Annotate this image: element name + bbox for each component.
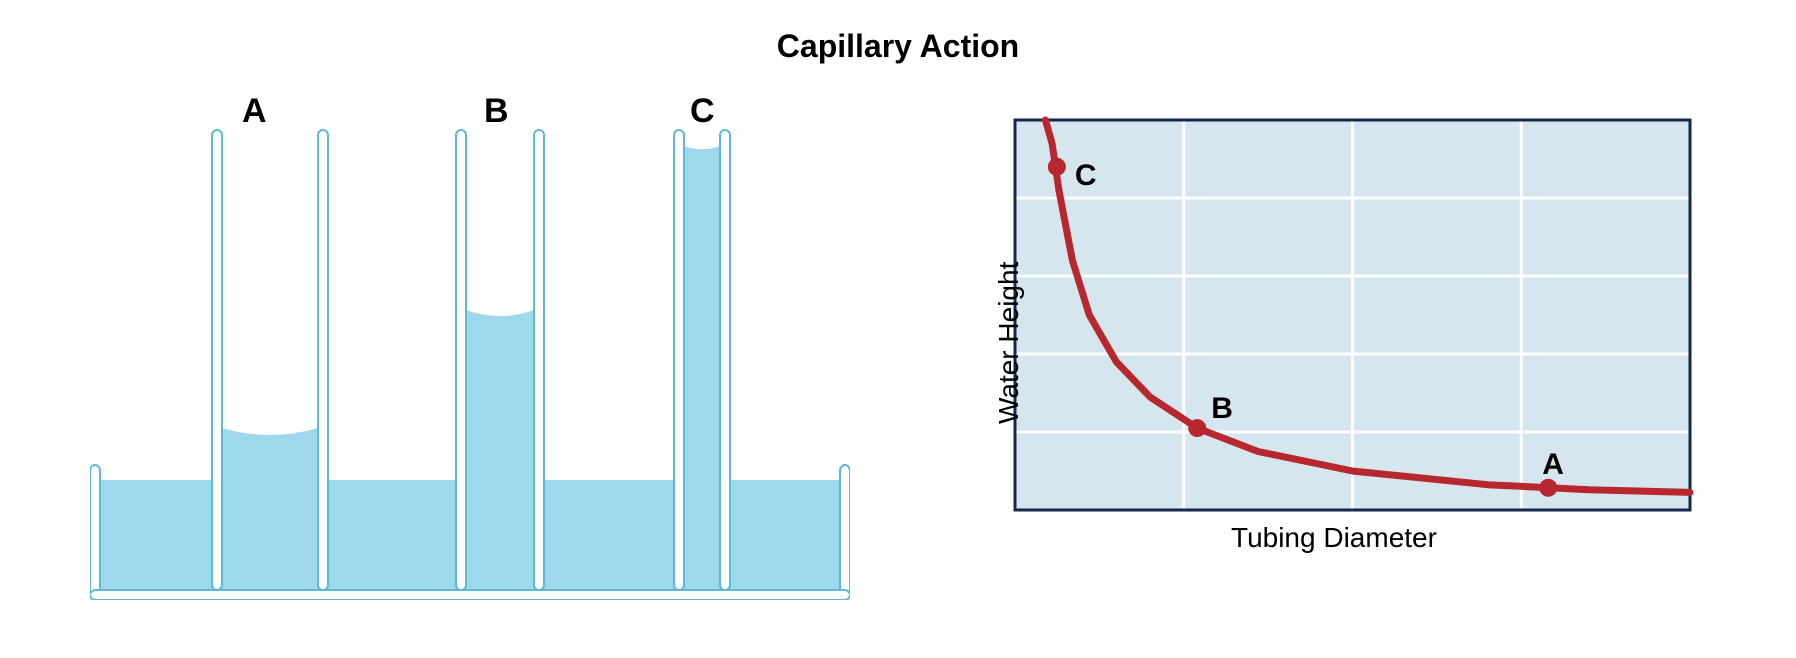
chart-point-label-a: A	[1542, 448, 1564, 482]
tube-label-a: A	[242, 92, 267, 131]
tube-label-b: B	[484, 92, 509, 131]
chart-point-label-b: B	[1211, 392, 1233, 426]
chart-y-axis-label: Water Height	[993, 262, 1025, 424]
chart-svg	[960, 110, 1710, 570]
tubes-diagram-panel: ABC	[90, 100, 850, 600]
tube-label-c: C	[690, 92, 715, 131]
chart-panel: Water Height Tubing Diameter C B A	[960, 110, 1710, 570]
figure-container: Capillary Action ABC Water Height Tubing…	[0, 0, 1796, 658]
chart-point-label-c: C	[1075, 159, 1097, 193]
chart-x-axis-label: Tubing Diameter	[1231, 522, 1437, 554]
tubes-diagram-svg	[90, 100, 850, 600]
figure-title: Capillary Action	[0, 28, 1796, 65]
